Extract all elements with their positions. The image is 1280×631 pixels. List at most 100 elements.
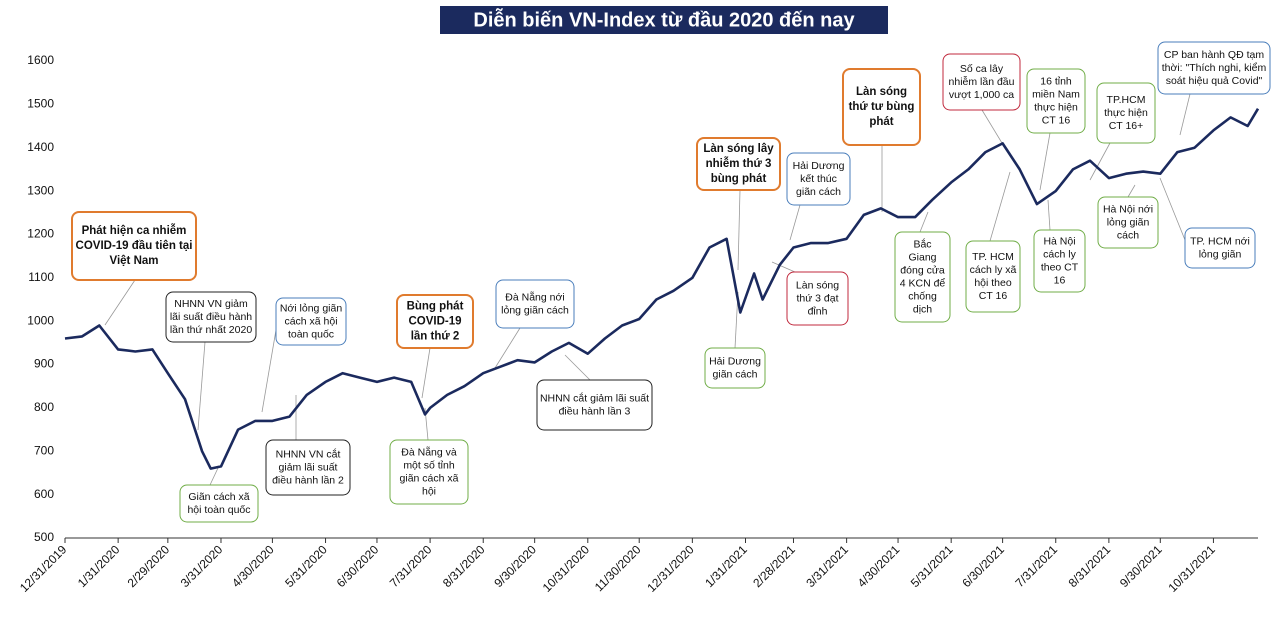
- annotation-text: thực hiện: [1034, 101, 1078, 113]
- annotation-box: [536, 379, 653, 431]
- annotation: Làn sóng lây nhiễm thứ 3 bùng phát: [696, 137, 781, 191]
- annotation-text: TP. HCM: [972, 251, 1014, 263]
- leader-line: [771, 261, 796, 273]
- annotation-text: CT 16: [979, 290, 1008, 302]
- chart-title: Diễn biến VN-Index từ đầu 2020 đến nay: [473, 7, 855, 31]
- annotation-box: [396, 294, 474, 349]
- leader-line: [1039, 132, 1051, 191]
- annotation-box: [842, 68, 921, 146]
- annotation-text: Phát hiện ca nhiễm: [82, 224, 187, 237]
- annotation-box: [1184, 227, 1256, 269]
- annotation-text: thứ 3 đạt: [796, 292, 838, 304]
- annotation-box: [1033, 229, 1086, 293]
- y-tick-label: 900: [34, 357, 54, 371]
- annotation-text: Hà Nội: [1043, 235, 1075, 247]
- annotation-text: theo CT: [1041, 261, 1079, 273]
- annotation: Phát hiện ca nhiễm COVID-19 đầu tiên tại V…: [71, 211, 197, 281]
- annotation-box: [942, 53, 1021, 111]
- x-tick-label: 7/31/2021: [1012, 542, 1060, 590]
- x-tick-label: 12/31/2020: [644, 542, 697, 595]
- x-tick-label: 3/31/2020: [178, 542, 226, 590]
- annotation-text: thực hiện: [1104, 107, 1148, 119]
- y-tick-label: 1500: [27, 97, 54, 111]
- annotation-text: 4 KCN để: [900, 277, 946, 289]
- annotation-text: vượt 1,000 ca: [949, 89, 1014, 101]
- annotation-text: NHNN VN giảm: [174, 298, 248, 310]
- annotation-text: lãi suất điều hành: [170, 311, 252, 323]
- annotation-text: Hải Dương: [793, 160, 845, 172]
- annotation-box: [275, 297, 347, 346]
- x-tick-label: 9/30/2021: [1117, 542, 1165, 590]
- annotation-text: lỏng giãn cách: [501, 304, 569, 316]
- leader-line: [737, 189, 741, 271]
- annotation-text: một số tỉnh: [403, 459, 455, 471]
- annotation-text: Việt Nam: [109, 255, 158, 267]
- leader-line: [209, 467, 219, 486]
- leader-line: [1179, 93, 1191, 136]
- annotation-text: nhiễm lần đầu: [949, 75, 1015, 88]
- y-tick-label: 1400: [27, 140, 54, 154]
- annotation-text: CP ban hành QĐ tạm: [1164, 49, 1264, 61]
- annotation: Bùng phát COVID-19 lần thứ 2: [396, 294, 474, 349]
- annotation-text: lần thứ nhất 2020: [170, 324, 253, 336]
- y-tick-label: 1300: [27, 183, 54, 197]
- annotation-box: [696, 137, 781, 191]
- annotation-text: lỏng giãn: [1107, 216, 1150, 228]
- x-tick-label: 6/30/2020: [334, 542, 382, 590]
- x-tick-label: 3/31/2021: [803, 542, 851, 590]
- x-tick-label: 5/31/2021: [908, 542, 956, 590]
- annotation-text: NHNN VN cắt: [276, 447, 341, 460]
- annotation-text: hội toàn quốc: [187, 504, 250, 516]
- x-tick-label: 8/31/2021: [1066, 542, 1114, 590]
- annotation-text: cách ly xã: [970, 264, 1017, 276]
- leader-line: [1127, 184, 1136, 198]
- title-background: [440, 6, 888, 34]
- x-tick-label: 9/30/2020: [491, 542, 539, 590]
- annotation-box: [1026, 68, 1086, 134]
- annotation-text: thời: "Thích nghi, kiểm: [1162, 62, 1267, 74]
- y-tick-label: 600: [34, 487, 54, 501]
- annotation-text: 16 tỉnh: [1040, 75, 1072, 87]
- annotation-box: [495, 279, 575, 329]
- annotation-text: toàn quốc: [288, 328, 334, 340]
- index-line: [64, 108, 1260, 470]
- annotation-text: điều hành lần 3: [559, 405, 631, 417]
- y-tick-label: 1600: [27, 53, 54, 67]
- annotation-text: giãn cách: [713, 368, 758, 380]
- leader-line: [919, 211, 929, 233]
- annotation-text: miền Nam: [1032, 88, 1080, 100]
- annotation-text: cách: [1117, 229, 1139, 241]
- x-tick-label: 4/30/2020: [229, 542, 277, 590]
- annotation-text: Làn sóng: [796, 279, 839, 291]
- leader-line: [261, 329, 277, 413]
- annotation-text: COVID-19: [408, 316, 461, 328]
- annotation-text: Giang: [908, 251, 936, 263]
- x-tick-label: 10/31/2021: [1165, 542, 1218, 595]
- x-tick-label: 6/30/2021: [959, 542, 1007, 590]
- annotation-text: Hải Dương: [709, 355, 761, 367]
- x-tick-label: 5/31/2020: [282, 542, 330, 590]
- annotation-text: cách xã hội: [284, 315, 337, 327]
- y-tick-label: 800: [34, 400, 54, 414]
- annotation-text: 16: [1054, 274, 1066, 286]
- annotation-text: bùng phát: [711, 173, 767, 185]
- annotation-box: [1097, 196, 1159, 249]
- annotation-text: soát hiệu quả Covid": [1166, 75, 1263, 87]
- annotation-text: hội: [422, 485, 436, 497]
- y-tick-label: 1100: [28, 270, 54, 284]
- y-tick-label: 1000: [27, 313, 54, 327]
